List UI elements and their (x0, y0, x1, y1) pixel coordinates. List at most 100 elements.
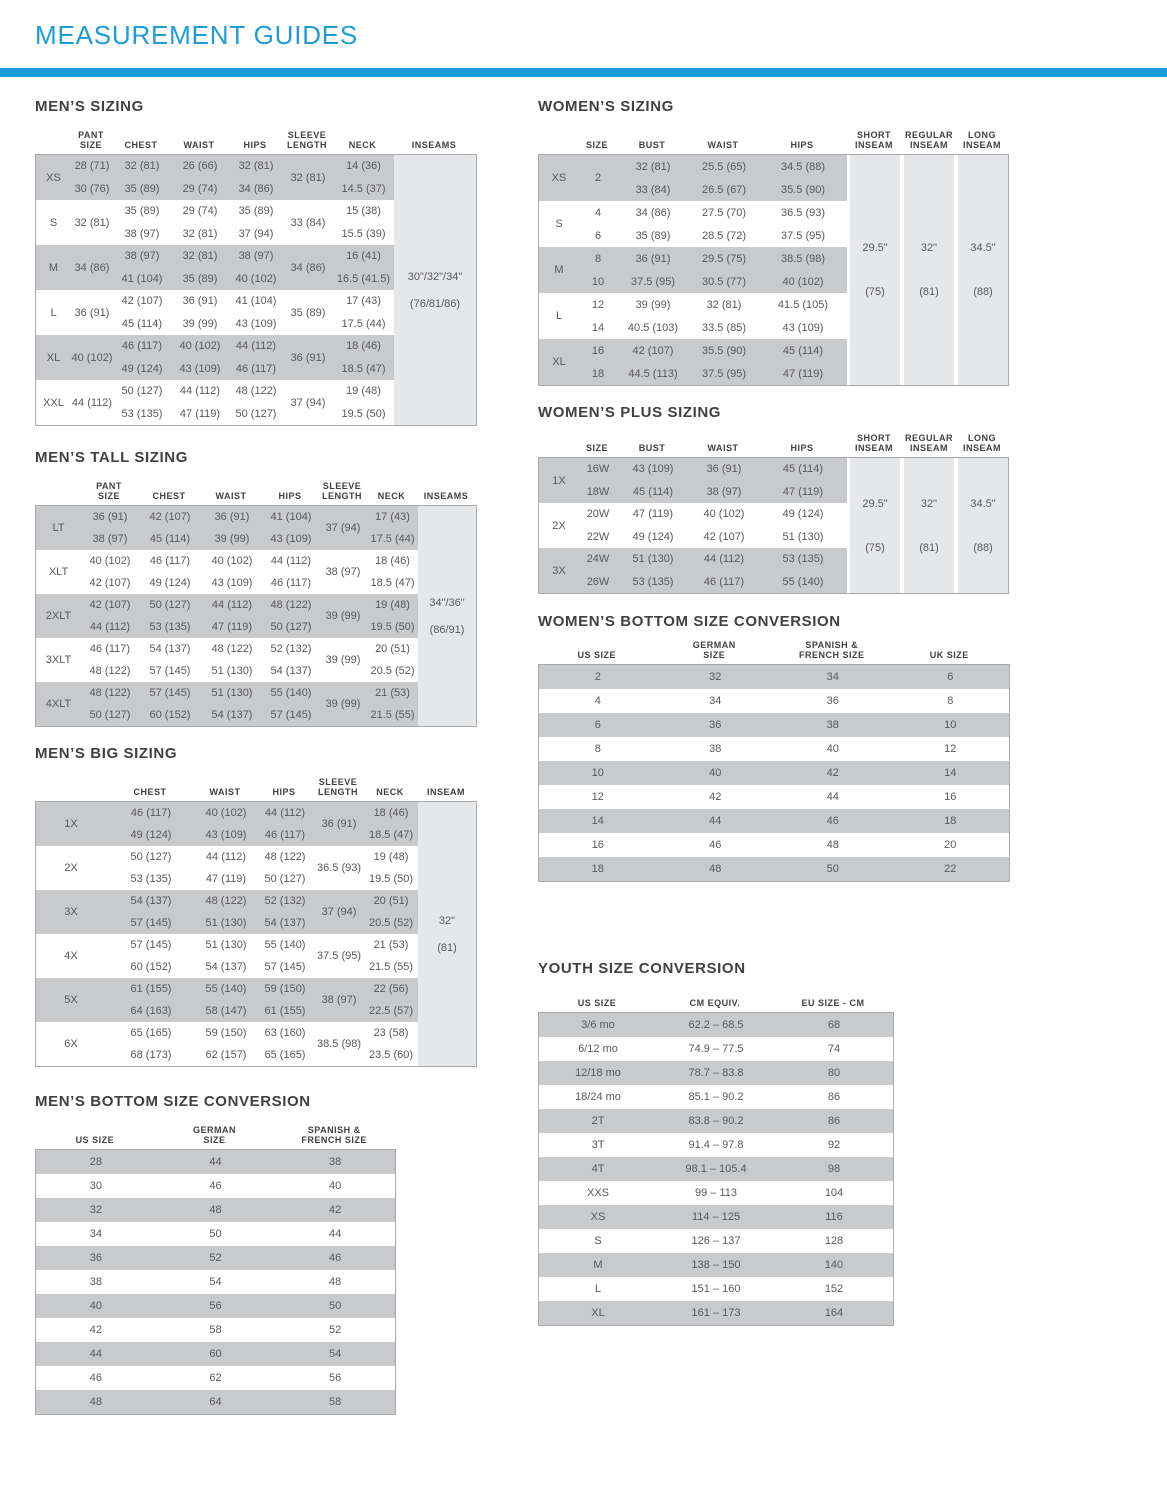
measure-value: 36 (91) (214, 511, 250, 523)
table-cell: 12 (944, 743, 957, 755)
size-label: XXL (43, 396, 64, 409)
size-group-row: XS 2 32 (81) 33 (84) 25.5 (65) 26.5 (67) 34.5 … (539, 155, 847, 201)
column-header-line: CHEST (124, 140, 158, 150)
inseam-value: 34.5" (970, 242, 996, 254)
mens-sizing-table: PANT SIZE CHEST WAIST HIPS SLEEVE LENGTH NECK IN… (35, 130, 477, 426)
measure-value: 60 (152) (130, 961, 172, 973)
measure-value: 61 (155) (130, 983, 172, 995)
measure-value: 34 (86) (74, 261, 110, 274)
table-cell: 3/6 mo (581, 1019, 615, 1031)
page-title: MEASUREMENT GUIDES (35, 20, 359, 50)
table-cell: 36 (709, 719, 722, 731)
column-header: CM EQUIV. (656, 998, 774, 1012)
size-label: 4XLT (45, 698, 72, 710)
column-header-line: SLEEVE (318, 777, 358, 787)
column-header-line: INSEAMS (411, 140, 457, 150)
column-header-line: SIZE (97, 491, 120, 501)
column-header-line: INSEAM (909, 140, 948, 150)
size-label: XS (551, 172, 567, 184)
measure-value: 41.5 (105) (777, 298, 829, 311)
size-groups: XS 2 32 (81) 33 (84) 25.5 (65) 26.5 (67) 34.5 … (539, 155, 847, 385)
measure-value: 18 (46) (373, 807, 409, 819)
measure-value: 47 (119) (782, 485, 824, 498)
measure-value: 20.5 (52) (368, 917, 414, 929)
measure-value: 38 (97) (706, 485, 742, 498)
column-header-line: CHEST (152, 491, 186, 501)
measure-value: 43 (109) (235, 317, 277, 330)
size-group-row: 1X 46 (117) 49 (124) 40 (102) 43 (109) 44 (11… (36, 802, 418, 846)
size-group-row: 6X 65 (165) 68 (173) 59 (150) 62 (157) 63 (16… (36, 1022, 418, 1066)
table-cell: 60 (209, 1348, 222, 1360)
measure-value: 53 (135) (149, 621, 191, 633)
measure-value: 34 (86) (635, 206, 671, 219)
measure-value: 23.5 (60) (368, 1049, 414, 1061)
column-header: SIZE (578, 140, 616, 154)
table-row: L 151 – 160 152 (539, 1277, 893, 1301)
table-row: 12 42 44 16 (539, 785, 1009, 809)
table-row: 4 34 36 8 (539, 689, 1009, 713)
table-cell: 18/24 mo (575, 1091, 621, 1103)
column-header: SIZE (578, 443, 616, 457)
measure-value: 61 (155) (264, 1005, 306, 1017)
column-header: SLEEVE LENGTH (318, 481, 366, 505)
measure-value: 32 (81) (124, 160, 160, 173)
table-cell: S (594, 1235, 602, 1247)
size-label: XS (46, 171, 61, 184)
measure-value: 47 (119) (632, 508, 674, 521)
size-group-row: XL 16 18 42 (107) 44.5 (113) 35.5 (90) 37.5 (9… (539, 339, 847, 385)
size-group-row: 2X 50 (127) 53 (135) 44 (112) 47 (119) 48 (12… (36, 846, 418, 890)
table-cell: 40 (826, 743, 839, 755)
table-cell: 38 (89, 1276, 102, 1288)
table-row: 38 54 48 (36, 1270, 395, 1294)
measure-value: 49 (124) (632, 530, 674, 543)
measure-value: 48 (122) (89, 687, 131, 699)
measure-value: 15 (38) (346, 205, 381, 218)
measure-value: 39 (99) (635, 298, 671, 311)
inseam-value: 34"/36" (429, 596, 465, 609)
measure-value: 44.5 (113) (628, 367, 678, 380)
column-header-line: SLEEVE (287, 130, 327, 140)
womens-bottom-conversion-table: US SIZE GERMAN SIZE SPANISH & FRENCH SIZE UK … (538, 640, 1010, 882)
measure-value: 36 (91) (321, 818, 357, 830)
table-cell: 48 (709, 863, 722, 875)
measure-value: 37.5 (95) (316, 950, 362, 962)
table-cell: 34 (89, 1228, 102, 1240)
table-cell: 38 (329, 1156, 342, 1168)
inseam-value: (81) (919, 541, 939, 554)
measure-value: 42 (107) (89, 577, 131, 589)
measure-value: 32 (81) (706, 298, 742, 311)
measure-value: 54 (137) (264, 917, 306, 929)
column-header: US SIZE (538, 998, 656, 1012)
size-label: 5X (64, 994, 78, 1006)
table-cell: 42 (89, 1324, 102, 1336)
measure-value: 19.5 (50) (341, 407, 386, 420)
table-cell: 48 (329, 1276, 342, 1288)
size-group-row: 4X 57 (145) 60 (152) 51 (130) 54 (137) 55 (14… (36, 934, 418, 978)
measure-value: 47 (119) (205, 873, 247, 885)
measure-value: 35 (89) (635, 229, 671, 242)
measure-value: 19 (48) (373, 851, 409, 863)
measure-value: 57 (145) (270, 709, 312, 721)
measure-value: 38 (97) (325, 566, 361, 578)
table-cell: 14 (591, 815, 604, 827)
measure-value: 32 (81) (290, 171, 326, 184)
header-row: SIZE BUST WAIST HIPS SHORT INSEAM REGULAR INSEA… (538, 433, 1009, 457)
inseam-column: 29.5" (75) (850, 458, 900, 593)
measure-value: 14 (36) (346, 160, 381, 173)
table-cell: 46 (826, 815, 839, 827)
measure-value: 15.5 (39) (341, 227, 386, 240)
table-cell: 46 (329, 1252, 342, 1264)
column-header-line: SLEEVE (322, 481, 362, 491)
table-cell: 6/12 mo (578, 1043, 618, 1055)
measure-value: 54 (137) (270, 665, 312, 677)
measure-value: 43 (109) (211, 577, 253, 589)
size-group-row: XLT 40 (102) 42 (107) 46 (117) 49 (124) 40 (1… (36, 550, 418, 594)
table-cell: 164 (824, 1307, 844, 1319)
mens-bottom-conversion-title: MEN’S BOTTOM SIZE CONVERSION (35, 1093, 311, 1110)
measure-value: 38 (97) (92, 533, 128, 545)
table-row: 32 48 42 (36, 1198, 395, 1222)
column-header: REGULAR INSEAM (902, 433, 956, 457)
measure-value: 50 (127) (235, 407, 277, 420)
measure-value: 29 (74) (182, 182, 218, 195)
column-header: NECK (332, 140, 393, 154)
